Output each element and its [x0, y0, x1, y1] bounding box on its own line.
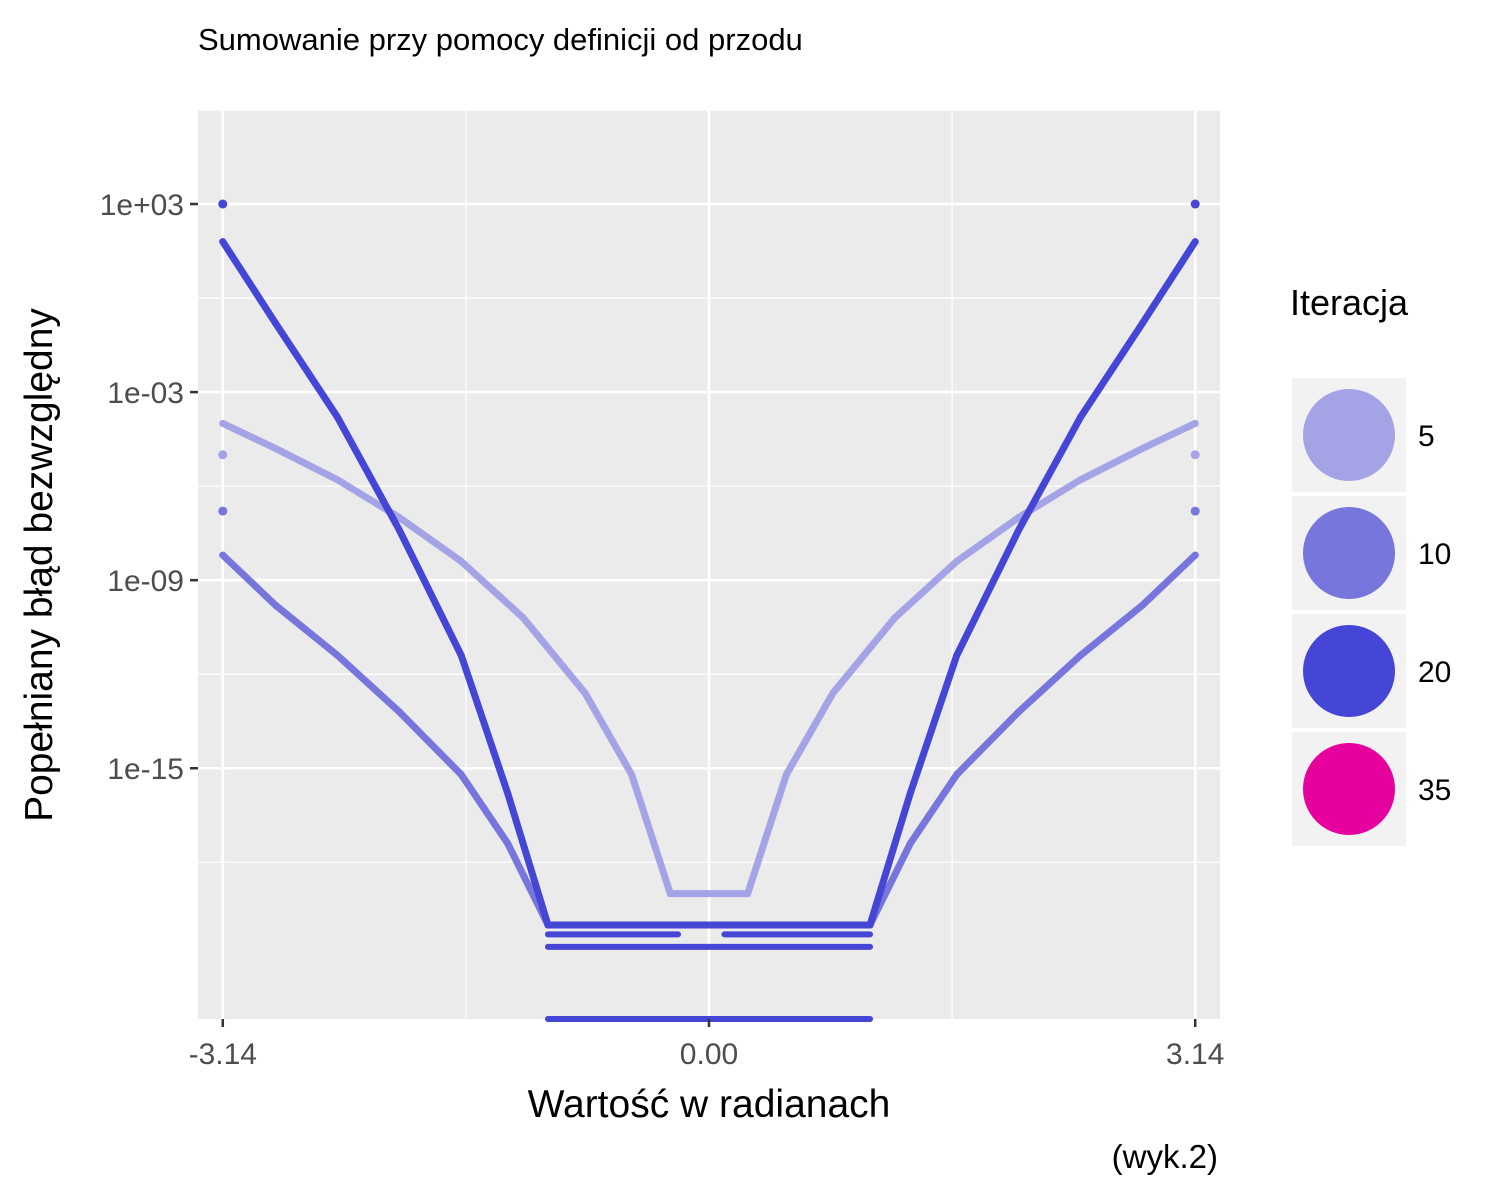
- data-point: [504, 839, 512, 847]
- data-point: [1191, 238, 1199, 246]
- data-point: [666, 890, 674, 898]
- data-point: [891, 614, 899, 622]
- data-point: [1139, 319, 1147, 327]
- data-point: [1139, 601, 1147, 609]
- data-point: [1191, 551, 1199, 559]
- legend: 5 10 20 35: [1292, 378, 1451, 846]
- chart-title: Sumowanie przy pomocy definicji od przod…: [198, 22, 803, 57]
- series-line-20: [219, 238, 1199, 929]
- outlier-point: [218, 450, 228, 460]
- data-point: [906, 839, 914, 847]
- data-point: [333, 476, 341, 484]
- data-point: [333, 413, 341, 421]
- data-point: [1015, 526, 1023, 534]
- legend-label: 5: [1418, 420, 1435, 453]
- x-tick-label: 0.00: [680, 1038, 738, 1071]
- legend-label: 20: [1418, 656, 1451, 689]
- legend-label: 10: [1418, 538, 1451, 571]
- data-point: [271, 319, 279, 327]
- axes: 1e+03 1e-03 1e-09 1e-15 -3.14 0.00 3.14: [100, 189, 1225, 1071]
- legend-entry-5: 5: [1292, 378, 1435, 492]
- data-point: [744, 890, 752, 898]
- y-tick-label: 1e-15: [107, 753, 184, 786]
- data-point: [581, 689, 589, 697]
- data-point: [1015, 513, 1023, 521]
- data-point: [519, 614, 527, 622]
- data-point: [219, 238, 227, 246]
- grid-lines: [198, 109, 1220, 1019]
- data-point: [782, 771, 790, 779]
- data-point: [829, 689, 837, 697]
- data-point: [333, 651, 341, 659]
- series-20: [219, 238, 1199, 929]
- data-point: [1015, 708, 1023, 716]
- series-layer: [218, 199, 1200, 1022]
- legend-entry-20: 20: [1292, 614, 1451, 728]
- legend-label: 35: [1418, 774, 1451, 807]
- data-point: [953, 771, 961, 779]
- data-point: [271, 601, 279, 609]
- data-point: [395, 526, 403, 534]
- y-tick-label: 1e-09: [107, 565, 184, 598]
- outlier-point: [1190, 506, 1200, 516]
- data-point: [504, 789, 512, 797]
- data-point: [457, 557, 465, 565]
- outlier-point: [218, 199, 228, 209]
- data-point: [395, 708, 403, 716]
- legend-key: [1303, 743, 1395, 835]
- legend-key: [1303, 625, 1395, 717]
- legend-key: [1303, 389, 1395, 481]
- legend-entry-10: 10: [1292, 496, 1451, 610]
- data-point: [953, 557, 961, 565]
- data-point: [219, 419, 227, 427]
- data-point: [1139, 444, 1147, 452]
- data-point: [1077, 476, 1085, 484]
- x-tick-label: 3.14: [1166, 1038, 1224, 1071]
- data-point: [395, 513, 403, 521]
- chart-caption: (wyk.2): [1111, 1138, 1218, 1175]
- data-point: [906, 789, 914, 797]
- outlier-point: [1190, 199, 1200, 209]
- data-point: [866, 921, 874, 929]
- legend-title: Iteracja: [1290, 282, 1409, 323]
- legend-entry-35: 35: [1292, 732, 1451, 846]
- data-point: [628, 771, 636, 779]
- data-point: [457, 651, 465, 659]
- data-point: [953, 651, 961, 659]
- y-tick-label: 1e-03: [107, 377, 184, 410]
- data-point: [457, 771, 465, 779]
- outlier-point: [218, 506, 228, 516]
- y-tick-label: 1e+03: [100, 189, 184, 222]
- data-point: [1077, 413, 1085, 421]
- outlier-point: [1190, 450, 1200, 460]
- x-axis-label: Wartość w radianach: [527, 1083, 891, 1126]
- data-point: [1077, 651, 1085, 659]
- x-tick-label: -3.14: [189, 1038, 257, 1071]
- data-point: [271, 444, 279, 452]
- data-point: [219, 551, 227, 559]
- data-point: [544, 921, 552, 929]
- y-axis-label: Popełniany błąd bezwzględny: [18, 308, 61, 822]
- data-point: [1191, 419, 1199, 427]
- legend-key: [1303, 507, 1395, 599]
